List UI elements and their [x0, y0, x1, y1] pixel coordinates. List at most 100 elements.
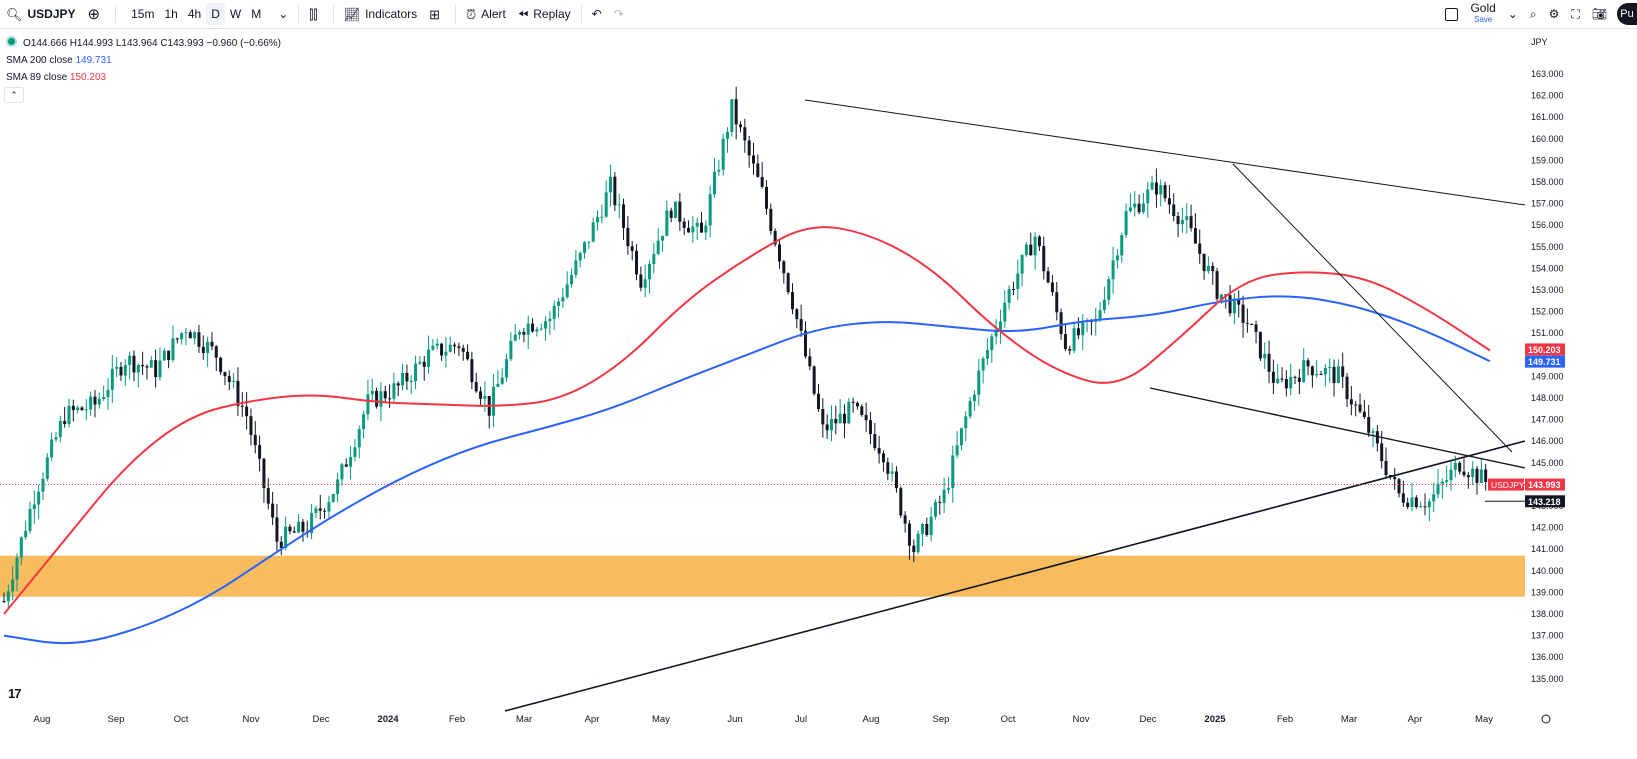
quick-search-button[interactable]: ⌕: [1524, 0, 1543, 29]
candle-body: [1128, 207, 1132, 212]
timeframe-1h[interactable]: 1h: [164, 7, 178, 21]
candle-body: [401, 372, 405, 386]
candle-body: [349, 456, 353, 467]
undo-button[interactable]: ↶: [586, 0, 608, 29]
candle-body: [1011, 289, 1015, 291]
candle-body: [41, 478, 45, 492]
fullscreen-button[interactable]: ⛶: [1565, 0, 1585, 29]
sma200-line[interactable]: [3, 295, 1491, 645]
support-zone[interactable]: [0, 555, 1525, 597]
redo-button[interactable]: ↷: [608, 0, 630, 29]
candle: [188, 329, 192, 339]
trendline-channel-lower[interactable]: [1149, 387, 1526, 469]
candle: [1397, 478, 1401, 498]
candle: [76, 405, 80, 414]
axis-settings-icon[interactable]: [1541, 714, 1551, 724]
candle-body: [1111, 260, 1115, 280]
candle: [920, 522, 924, 547]
candle-body: [19, 537, 23, 558]
candle-body: [1271, 371, 1275, 383]
time-tick-label: Apr: [1408, 714, 1423, 725]
candle-body: [1198, 243, 1202, 254]
time-axis[interactable]: Aug Sep Oct Nov Dec 2024 Feb Mar Apr May Jun Jul Aug…: [0, 709, 1525, 759]
candle-body: [1393, 477, 1397, 480]
price-axis[interactable]: JPY 135.000 136.000 137.000 138.000 139.000 14…: [1525, 29, 1637, 759]
candle: [1007, 285, 1011, 310]
candle: [1362, 399, 1366, 420]
candle: [175, 337, 179, 344]
candle: [1063, 324, 1067, 352]
candle: [106, 378, 110, 410]
snapshot-button[interactable]: 📷︎: [1586, 0, 1613, 29]
timeframe-4h[interactable]: 4h: [187, 7, 202, 21]
indicators-button[interactable]: 📈︎ Indicators: [338, 0, 424, 29]
sma200-row[interactable]: SMA 200 close 149.731: [6, 52, 281, 69]
candle-body: [1124, 211, 1128, 236]
candle-body: [379, 391, 383, 407]
candle-body: [821, 409, 825, 425]
templates-button[interactable]: ⊞: [423, 0, 451, 29]
candle-body: [609, 176, 613, 193]
price-chart[interactable]: JPY 135.000 136.000 137.000 138.000 139.000 14…: [0, 29, 1637, 759]
candle-body: [370, 390, 374, 395]
candle-body: [422, 361, 426, 367]
candle: [1475, 466, 1479, 495]
candle: [279, 536, 283, 556]
symbol-search[interactable]: 🔍︎ USDJPY: [0, 0, 82, 29]
publish-button[interactable]: Pu: [1617, 3, 1637, 25]
layout-name-button[interactable]: Gold Save: [1464, 0, 1501, 29]
timeframe-dropdown[interactable]: ⌄: [272, 0, 294, 29]
alert-button[interactable]: ⏰︎ Alert: [460, 0, 512, 29]
candle-body: [223, 372, 227, 377]
candle-body: [58, 421, 62, 438]
trendline-descending[interactable]: [1232, 163, 1513, 453]
candle-body: [526, 323, 530, 335]
candle: [71, 399, 75, 422]
timeframe-d[interactable]: D: [206, 3, 225, 25]
timeframe-m[interactable]: M: [251, 7, 262, 21]
candle-body: [405, 372, 409, 382]
candle: [418, 355, 422, 365]
candle-body: [292, 531, 296, 533]
sma200-value: 149.731: [75, 55, 112, 66]
timeframe-w[interactable]: W: [229, 7, 242, 21]
candle-body: [275, 517, 279, 542]
candle-body: [1267, 353, 1271, 372]
candle-body: [643, 279, 647, 288]
alarm-clock-icon: ⏰︎: [466, 6, 477, 22]
candle-body: [1237, 298, 1241, 305]
trendline-upper-resistance[interactable]: [804, 99, 1526, 206]
timeframe-15m[interactable]: 15m: [131, 7, 155, 21]
candle-body: [842, 413, 846, 424]
compare-button[interactable]: ⊕: [82, 0, 112, 29]
candle-body: [838, 413, 842, 424]
candle: [574, 249, 578, 278]
legend-collapse-button[interactable]: ⌃: [4, 87, 24, 103]
search-icon: 🔍︎: [6, 6, 23, 22]
replay-button[interactable]: ⏪︎ Replay: [512, 0, 577, 29]
candle: [570, 268, 574, 288]
sma89-row[interactable]: SMA 89 close 150.203: [6, 69, 281, 86]
trendline-ascending-support[interactable]: [504, 440, 1526, 712]
candle-body: [799, 319, 803, 331]
candle-body: [2, 601, 6, 603]
candle-body: [635, 250, 639, 275]
candle: [1332, 359, 1336, 397]
candle: [409, 375, 413, 394]
candle-body: [1323, 368, 1327, 375]
candle: [50, 432, 54, 461]
candle-body: [388, 398, 392, 400]
divider: [115, 5, 117, 23]
sma89-line[interactable]: [3, 226, 1491, 615]
candle: [777, 240, 781, 269]
candle: [561, 287, 565, 309]
layout-toggle[interactable]: [1439, 0, 1464, 29]
price-tick-label: 155.000: [1531, 242, 1564, 252]
chart-type-button[interactable]: ⫿⫿: [303, 0, 328, 29]
candle-body: [1206, 265, 1210, 272]
layout-dropdown[interactable]: ⌄: [1502, 0, 1524, 29]
candle: [994, 319, 998, 345]
settings-button[interactable]: ⚙︎: [1543, 0, 1566, 29]
candle: [1310, 365, 1314, 388]
candle-body: [600, 216, 604, 218]
